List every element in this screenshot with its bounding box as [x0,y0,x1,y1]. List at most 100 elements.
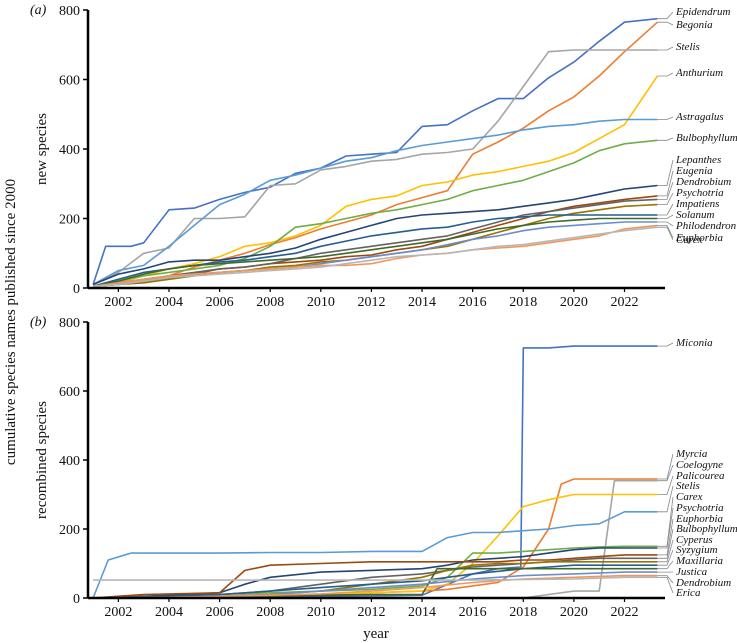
series-line-psychotria [93,547,658,599]
series-label-stelis: Stelis [676,480,700,492]
leader-line [657,464,674,482]
series-label-miconia: Miconia [675,337,713,349]
series-label-bulbophyllum: Bulbophyllum [676,523,737,535]
x-tick-label: 2002 [104,295,132,310]
series-label-euphorbia: Euphorbia [675,513,724,525]
panel-a-label: (a) [30,3,47,18]
series-line-epidendrum [92,17,658,285]
leader-line [657,192,674,206]
series-label-carex: Carex [676,491,703,503]
y-tick-label: 400 [59,454,80,469]
x-tick-label: 2010 [307,605,335,620]
series-label-impatiens: Impatiens [675,198,719,210]
series-label-psychotria: Psychotria [675,187,724,199]
series-line-dendrobium [93,574,658,599]
series-line-stelis [92,510,658,599]
leader-line [657,539,674,563]
x-tick-label: 2020 [560,605,588,620]
y-tick-label: 400 [59,143,80,158]
series-label-euphorbia: Euphorbia [675,232,724,244]
series-line-euphorbia [92,224,658,288]
x-tick-label: 2014 [408,605,436,620]
x-tick-label: 2018 [509,295,537,310]
series-label-begonia: Begonia [676,19,713,31]
x-tick-label: 2020 [560,295,588,310]
leader-line [657,226,674,241]
leader-line [657,342,674,347]
shared-x-axis-label: year [363,626,389,642]
leader-line [657,576,674,594]
leader-line [657,453,674,480]
leader-line [657,507,674,549]
series-label-solanum: Solanum [676,209,715,221]
x-tick-label: 2012 [357,295,385,310]
y-tick-label: 0 [73,282,80,297]
leader-line [657,485,674,513]
leader-line [657,46,674,51]
x-tick-label: 2004 [155,295,183,310]
series-label-astragalus: Astragalus [675,111,724,123]
series-label-philodendron: Philodendron [675,220,737,232]
leader-line [657,575,674,584]
y-tick-label: 800 [59,316,80,331]
series-line-carex [93,226,658,288]
series-label-erica: Erica [675,587,701,599]
series-line-bulbophyllum [92,139,658,288]
series-label-stelis: Stelis [676,41,700,53]
x-tick-label: 2022 [611,295,639,310]
panel-b-chart: (b) recombined species 0 200 400 600 800 2002 20… [30,315,737,620]
series-label-eugenia: Eugenia [675,165,713,177]
leader-line [657,528,674,559]
y-tick-label: 200 [59,523,80,538]
series-line-euphorbia [93,554,658,599]
x-tick-label: 2008 [256,295,284,310]
series-label-justica: Justica [676,566,708,578]
leader-line [657,560,674,570]
y-tick-label: 600 [59,385,80,400]
series-label-psychotria: Psychotria [675,502,724,514]
x-tick-label: 2010 [307,295,335,310]
series-label-myrcia: Myrcia [675,448,708,460]
series-label-coelogyne: Coelogyne [676,459,723,471]
series-line-lepanthes [92,184,658,286]
series-line-syzygium [93,564,658,599]
series-line-astragalus [92,118,658,286]
y-tick-label: 0 [73,592,80,607]
series-label-carex: Carex [676,234,703,246]
series-label-cyperus: Cyperus [676,534,713,546]
x-tick-label: 2014 [408,295,436,310]
series-label-palicourea: Palicourea [675,470,725,482]
series-label-bulbophyllum: Bulbophyllum [676,132,737,144]
y-tick-label: 600 [59,74,80,89]
series-line-stelis [92,49,658,286]
y-tick-label: 800 [59,4,80,19]
leader-line [657,224,674,239]
x-tick-label: 2004 [155,605,183,620]
x-tick-label: 2016 [459,295,487,310]
leader-line [657,72,674,77]
series-line-palicourea [93,493,658,599]
x-tick-label: 2008 [256,605,284,620]
leader-line [657,137,674,141]
series-label-dendrobium: Dendrobium [675,577,731,589]
leader-line [657,170,674,197]
y-tick-label: 200 [59,213,80,228]
x-tick-label: 2012 [357,605,385,620]
series-line-dendrobium [92,198,658,288]
leader-line [657,181,674,200]
x-tick-label: 2006 [206,605,234,620]
leader-line [657,21,674,26]
series-line-anthurium [92,75,659,288]
x-tick-label: 2006 [206,295,234,310]
series-label-anthurium: Anthurium [675,67,723,79]
x-tick-label: 2016 [459,605,487,620]
series-label-epidendrum: Epidendrum [675,6,730,18]
x-tick-label: 2018 [509,605,537,620]
leader-line [657,475,674,495]
shared-y-axis-label: cumulative species names published since… [3,179,19,465]
leader-line [657,214,674,219]
leader-line [657,203,674,216]
leader-line [657,549,674,566]
leader-line [657,116,674,120]
